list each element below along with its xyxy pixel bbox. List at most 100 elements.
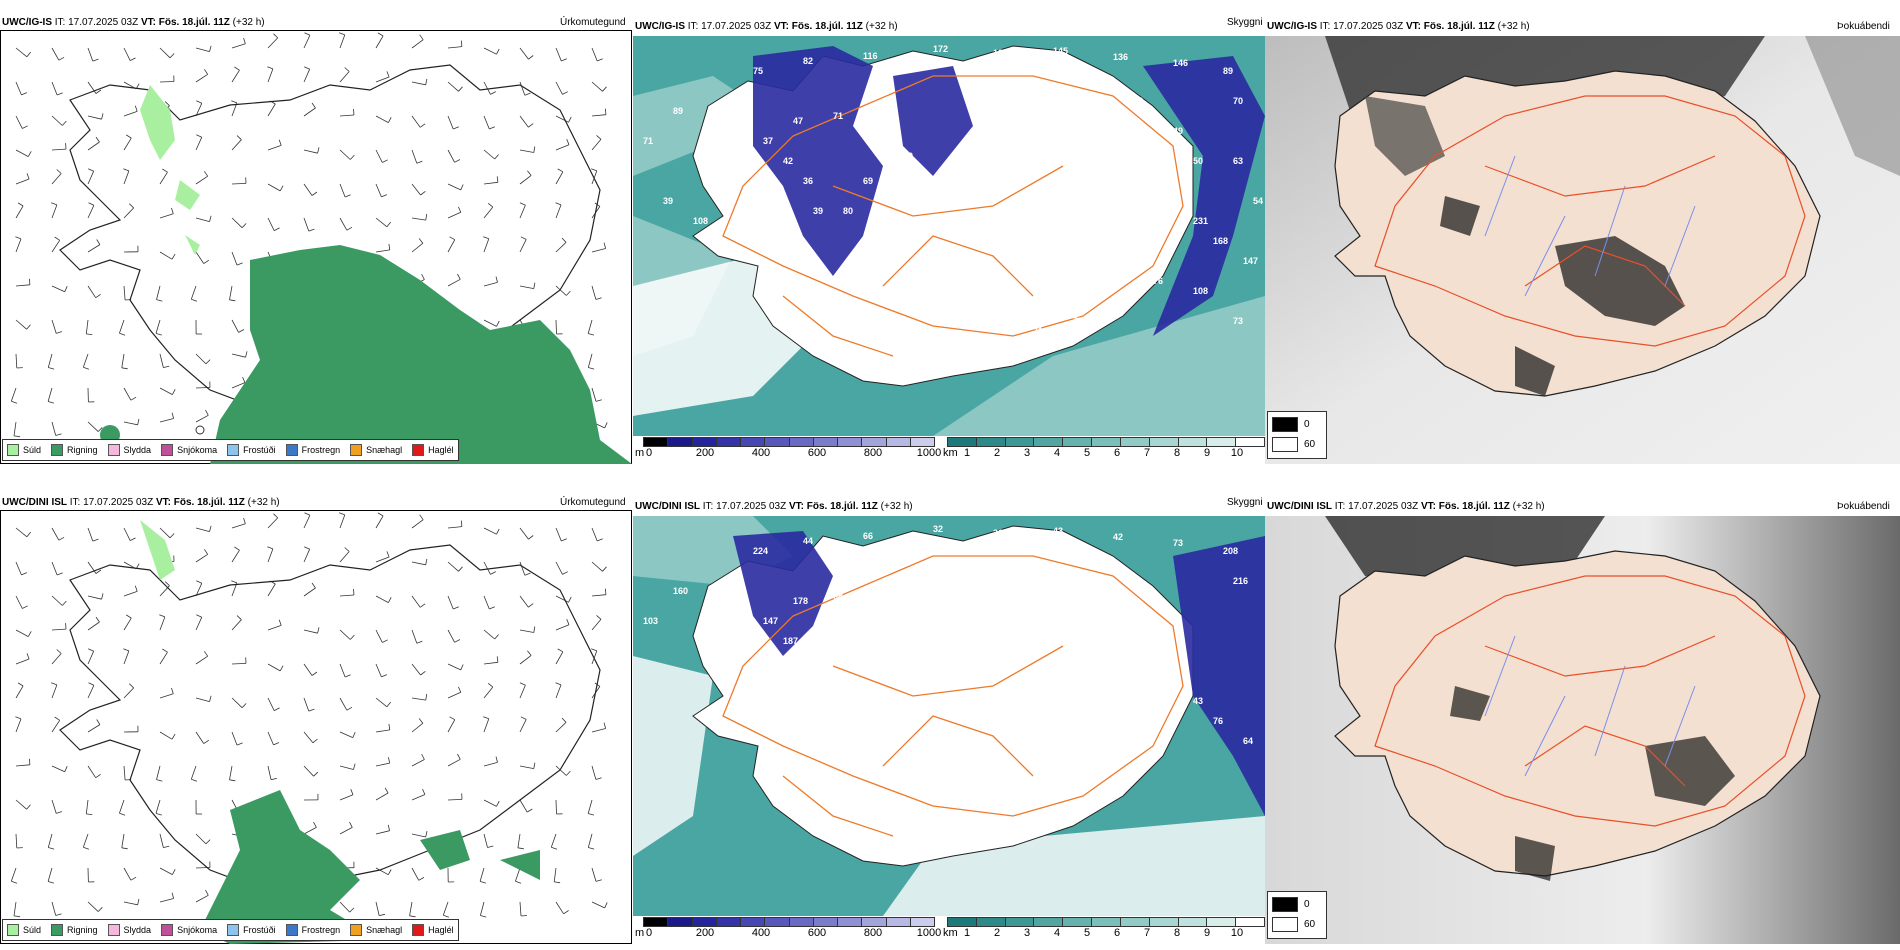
wind-barb — [123, 170, 130, 185]
colorbar-tick-label: 4 — [1053, 447, 1061, 459]
visibility-unit: km — [943, 447, 958, 459]
wind-barb — [51, 765, 65, 773]
wind-barb — [87, 285, 97, 298]
wind-barb — [375, 663, 382, 678]
wind-barb-feather — [137, 418, 140, 425]
wind-barb — [483, 718, 490, 733]
wind-barb-feather — [479, 881, 486, 884]
wind-barb — [483, 799, 497, 807]
wind-barb-feather — [496, 48, 500, 55]
wind-barb-feather — [205, 839, 211, 845]
legend-label: Rigning — [67, 925, 98, 935]
wind-barb — [555, 144, 570, 151]
wind-barb — [550, 833, 557, 848]
road-network — [722, 555, 1184, 837]
panel-title: Skyggni — [1227, 497, 1263, 508]
visibility-value-label: 97 — [913, 336, 923, 346]
wind-barb — [123, 137, 132, 151]
visibility-value-label: 69 — [863, 176, 873, 186]
wind-barb — [375, 556, 390, 563]
wind-barb — [483, 238, 490, 253]
wind-barb-feather — [129, 683, 134, 689]
wind-barb-feather — [209, 695, 212, 702]
wind-barb-feather — [101, 593, 104, 600]
wind-barb — [591, 139, 602, 151]
wind-barb — [159, 418, 174, 423]
rivers — [1484, 635, 1696, 777]
wind-barb-feather — [27, 151, 32, 157]
precip-type-legend: Súld Rigning Slydda Snjókoma Frostúði Fr… — [2, 439, 459, 461]
wind-barb-feather — [238, 329, 245, 333]
wind-barb — [447, 561, 459, 572]
wind-barb — [519, 561, 526, 576]
wind-barb-feather — [487, 202, 494, 208]
wind-barb-feather — [457, 273, 461, 280]
panel-title: Úrkomutegund — [560, 497, 626, 508]
wind-barb-feather — [379, 913, 386, 916]
model-name: UWC/IG-IS — [2, 17, 52, 28]
legend-item: Frostregn — [285, 444, 340, 456]
visibility-value-label: 57 — [933, 186, 943, 196]
wind-barb — [159, 251, 173, 260]
wind-barb — [195, 353, 207, 365]
visibility-value-label: 188 — [993, 48, 1008, 58]
visibility-value-label: 71 — [643, 136, 653, 146]
wind-barb — [591, 81, 603, 92]
legend-label: Snæhagl — [366, 445, 403, 455]
wind-barb — [339, 183, 346, 198]
wind-barb-feather — [17, 682, 24, 687]
legend-label: Frostúði — [243, 445, 276, 455]
wind-barb — [447, 719, 456, 733]
wind-barb-feather — [130, 396, 137, 401]
wind-barb-feather — [595, 297, 602, 300]
wind-barb-feather — [388, 117, 392, 123]
legend-item: Frostúði — [227, 444, 276, 456]
wind-barb-feather — [159, 614, 166, 618]
wind-barb-feather — [496, 176, 499, 183]
wind-barb — [190, 765, 197, 780]
wind-barb-feather — [388, 243, 391, 250]
wind-barb — [519, 175, 532, 185]
legend-swatch — [227, 924, 240, 936]
colorbar-tick-label: 3 — [1023, 927, 1031, 939]
wind-barb-feather — [458, 206, 462, 213]
wind-barb-feather — [26, 324, 31, 330]
wind-barb-feather — [591, 168, 597, 172]
wind-barb-feather — [48, 847, 55, 850]
colorbar-tick-label: 200 — [695, 927, 715, 939]
wind-barb — [339, 794, 354, 801]
fog-legend: 0 60 — [1267, 411, 1327, 459]
vt-label: VT: — [1420, 501, 1436, 512]
wind-barb-feather — [95, 89, 102, 94]
wind-barb-feather — [15, 236, 22, 240]
wind-barb — [519, 719, 527, 733]
wind-barb-feather — [425, 78, 428, 85]
wind-barb-feather — [273, 742, 280, 746]
wind-barb-feather — [603, 722, 606, 729]
wind-barb-feather — [279, 665, 284, 672]
wind-barb-feather — [209, 45, 212, 52]
wind-barb-feather — [171, 412, 174, 419]
legend-swatch — [7, 444, 19, 456]
wind-barb-feather — [236, 615, 242, 620]
wind-barb — [195, 217, 210, 222]
legend-label: Haglél — [428, 445, 454, 455]
wind-barb-feather — [591, 648, 597, 652]
colorbar-tick-label: 5 — [1083, 927, 1091, 939]
wind-barb — [51, 319, 57, 334]
wind-barb-feather — [557, 168, 564, 173]
wind-barb — [123, 687, 134, 699]
wind-barb — [51, 148, 67, 151]
wind-barb — [375, 76, 390, 83]
wind-barb — [13, 901, 17, 916]
fog-swatch — [1272, 917, 1298, 932]
wind-barb — [267, 145, 282, 151]
wind-barb-feather — [134, 105, 138, 112]
wind-barb-feather — [278, 139, 282, 146]
wind-barb — [483, 206, 494, 219]
wind-barb-feather — [29, 278, 31, 285]
wind-barb-feather — [425, 694, 428, 701]
wind-barb-feather — [273, 513, 278, 519]
wind-barb — [15, 527, 28, 538]
wind-barb-feather — [588, 847, 595, 850]
